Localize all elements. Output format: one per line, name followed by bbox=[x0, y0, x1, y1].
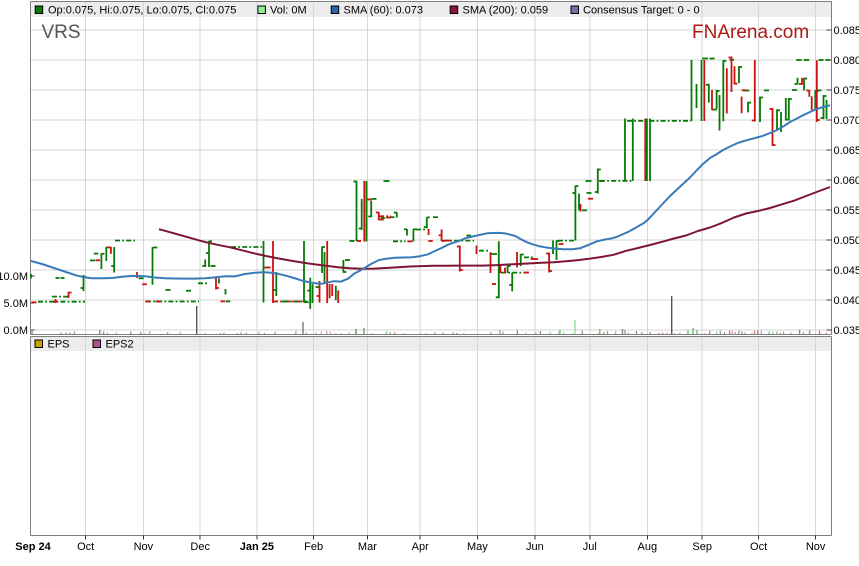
svg-text:Consensus Target: 0 - 0: Consensus Target: 0 - 0 bbox=[583, 5, 700, 17]
svg-text:Dec: Dec bbox=[190, 541, 210, 553]
svg-text:EPS2: EPS2 bbox=[106, 339, 134, 351]
svg-text:Op:0.075, Hi:0.075, Lo:0.075,: Op:0.075, Hi:0.075, Lo:0.075, Cl:0.075 bbox=[48, 5, 236, 17]
svg-text:Oct: Oct bbox=[750, 541, 767, 553]
svg-text:0.080: 0.080 bbox=[834, 55, 859, 67]
svg-text:Jan 25: Jan 25 bbox=[240, 541, 274, 553]
svg-text:Sep 24: Sep 24 bbox=[15, 541, 51, 553]
svg-text:0.065: 0.065 bbox=[834, 145, 859, 157]
svg-text:Nov: Nov bbox=[134, 541, 154, 553]
svg-text:EPS: EPS bbox=[48, 339, 70, 351]
svg-text:0.045: 0.045 bbox=[834, 265, 859, 277]
svg-text:May: May bbox=[467, 541, 488, 553]
svg-text:SMA (60): 0.073: SMA (60): 0.073 bbox=[344, 5, 424, 17]
svg-text:10.0M: 10.0M bbox=[0, 271, 28, 283]
svg-text:Aug: Aug bbox=[638, 541, 658, 553]
svg-text:Jun: Jun bbox=[526, 541, 544, 553]
svg-text:0.060: 0.060 bbox=[834, 175, 859, 187]
svg-text:0.040: 0.040 bbox=[834, 295, 859, 307]
svg-text:0.035: 0.035 bbox=[834, 325, 859, 337]
svg-text:Jul: Jul bbox=[583, 541, 597, 553]
svg-text:Mar: Mar bbox=[358, 541, 377, 553]
svg-text:Oct: Oct bbox=[77, 541, 94, 553]
svg-text:Feb: Feb bbox=[304, 541, 323, 553]
svg-text:5.0M: 5.0M bbox=[4, 298, 28, 310]
svg-text:Nov: Nov bbox=[806, 541, 826, 553]
svg-text:Sep: Sep bbox=[692, 541, 712, 553]
svg-text:Vol: 0M: Vol: 0M bbox=[270, 5, 307, 17]
svg-text:SMA (200): 0.059: SMA (200): 0.059 bbox=[463, 5, 549, 17]
svg-text:0.070: 0.070 bbox=[834, 115, 859, 127]
svg-text:0.0M: 0.0M bbox=[4, 325, 28, 337]
svg-text:0.085: 0.085 bbox=[834, 25, 859, 37]
svg-text:Apr: Apr bbox=[412, 541, 429, 553]
svg-text:FNArena.com: FNArena.com bbox=[692, 22, 809, 43]
svg-text:0.050: 0.050 bbox=[834, 235, 859, 247]
svg-text:0.075: 0.075 bbox=[834, 85, 859, 97]
svg-text:0.055: 0.055 bbox=[834, 205, 859, 217]
svg-text:VRS: VRS bbox=[42, 22, 81, 43]
